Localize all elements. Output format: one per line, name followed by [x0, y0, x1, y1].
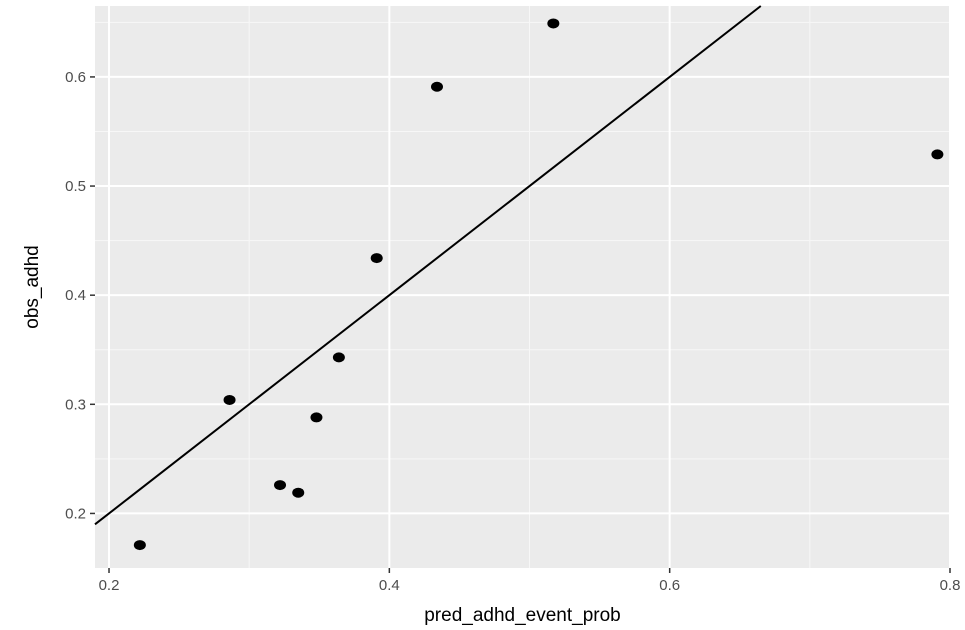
- reference-line: [94, 5, 762, 526]
- plot-panel: [95, 6, 950, 568]
- data-point: [310, 412, 323, 423]
- y-tick-label: 0.5: [65, 178, 86, 195]
- data-point: [547, 18, 560, 29]
- minor-gridlines: [95, 6, 950, 568]
- data-point: [370, 253, 383, 264]
- x-axis-title: pred_adhd_event_prob: [424, 605, 621, 626]
- data-points: [133, 18, 944, 551]
- reference-line-layer: [94, 5, 762, 526]
- data-point: [292, 487, 305, 498]
- data-point: [274, 480, 287, 491]
- x-axis: 0.2 0.4 0.6 0.8: [99, 568, 961, 594]
- data-point: [332, 352, 345, 363]
- y-tick-label: 0.2: [65, 505, 86, 522]
- y-axis-title: obs_adhd: [22, 245, 43, 328]
- x-tick-label: 0.8: [940, 577, 961, 594]
- y-tick-label: 0.6: [65, 69, 86, 86]
- y-tick-label: 0.4: [65, 287, 86, 304]
- y-tick-label: 0.3: [65, 396, 86, 413]
- x-tick-label: 0.4: [379, 577, 400, 594]
- x-tick-label: 0.6: [659, 577, 680, 594]
- y-axis: 0.2 0.3 0.4 0.5 0.6: [65, 69, 95, 522]
- data-point: [133, 540, 146, 551]
- data-point: [223, 394, 236, 405]
- x-tick-label: 0.2: [99, 577, 120, 594]
- data-point: [431, 81, 443, 92]
- data-point: [931, 149, 944, 160]
- major-gridlines: [95, 6, 951, 568]
